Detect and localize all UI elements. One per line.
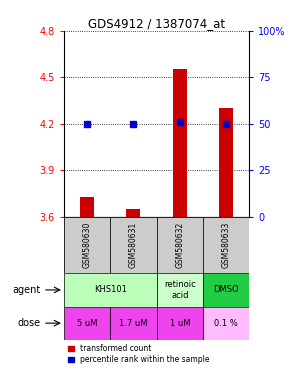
Bar	[203, 217, 249, 273]
Text: dose: dose	[17, 318, 41, 328]
Bar	[173, 70, 187, 217]
Text: GSM580633: GSM580633	[222, 222, 231, 268]
Bar	[110, 217, 157, 273]
Title: GDS4912 / 1387074_at: GDS4912 / 1387074_at	[88, 17, 225, 30]
Bar	[80, 197, 94, 217]
Bar	[203, 306, 249, 340]
Bar	[219, 108, 233, 217]
Text: DMSO: DMSO	[213, 285, 239, 295]
Bar	[64, 273, 157, 306]
Text: GSM580631: GSM580631	[129, 222, 138, 268]
Bar	[157, 273, 203, 306]
Bar	[64, 306, 110, 340]
Bar	[126, 209, 140, 217]
Text: 1.7 uM: 1.7 uM	[119, 319, 148, 328]
Text: 1 uM: 1 uM	[170, 319, 190, 328]
Text: 0.1 %: 0.1 %	[214, 319, 238, 328]
Text: GSM580632: GSM580632	[175, 222, 184, 268]
Bar	[110, 306, 157, 340]
Text: GSM580630: GSM580630	[82, 222, 92, 268]
Text: KHS101: KHS101	[94, 285, 127, 295]
Bar	[157, 306, 203, 340]
Text: agent: agent	[12, 285, 41, 295]
Text: retinoic
acid: retinoic acid	[164, 280, 196, 300]
Bar	[203, 273, 249, 306]
Legend: transformed count, percentile rank within the sample: transformed count, percentile rank withi…	[68, 344, 210, 365]
Bar	[157, 217, 203, 273]
Text: 5 uM: 5 uM	[77, 319, 97, 328]
Bar	[64, 217, 110, 273]
